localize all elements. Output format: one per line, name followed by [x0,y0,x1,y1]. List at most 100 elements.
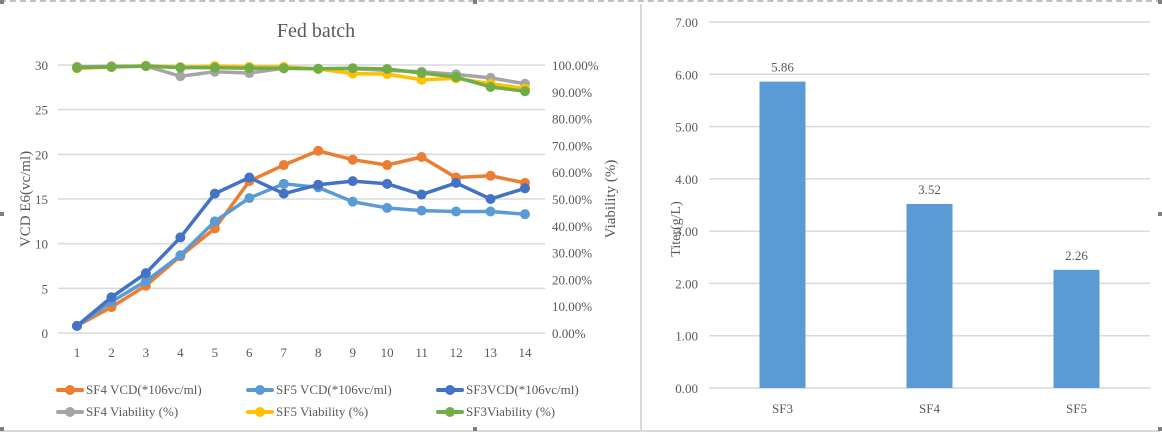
data-label: 3.52 [918,182,941,197]
y2-tick-label: 50.00% [552,192,592,207]
y-tick-label: 5.00 [675,120,698,135]
data-point [175,62,186,73]
titer-chart-panel[interactable]: 0.00 1.00 2.00 3.00 4.00 5.00 6.00 7.00 5.86 3.5… [642,4,1160,432]
data-point [106,61,117,72]
fed-batch-chart-panel[interactable]: Fed batch 0 5 10 15 20 25 30 0.00% 10.00% 20.00%… [0,4,642,432]
x-tick-label: 14 [519,345,533,360]
x-tick-label: 3 [143,345,150,360]
data-point [416,152,427,163]
legend-item[interactable]: SF3Viability (%) [436,404,616,420]
data-point [416,189,427,200]
y-tick-label: 25 [35,103,48,118]
bar-sf5 [1053,269,1100,388]
y2-tick-label: 90.00% [552,85,592,100]
resize-handle[interactable] [0,427,4,431]
data-point [209,188,220,199]
y-tick-label: 7.00 [675,15,698,30]
data-point [520,183,530,194]
data-point [72,62,82,73]
data-point [451,72,462,83]
data-point [278,178,289,189]
y2-tick-label: 70.00% [552,138,592,153]
legend-marker-icon [56,407,84,417]
legend-item[interactable]: SF3VCD(*106vc/ml) [436,382,616,398]
data-point [520,209,530,220]
x-tick-label: SF3 [772,401,793,416]
series-sf4-vcd-106vc-ml [72,145,530,331]
chart-legend: SF4 VCD(*106vc/ml) SF5 VCD(*106vc/ml) SF3V… [56,382,616,420]
legend-item[interactable]: SF4 Viability (%) [56,404,246,420]
data-point [485,81,496,92]
data-point [347,154,358,165]
data-point [140,268,151,279]
resize-handle[interactable] [473,427,477,431]
data-point [382,202,393,213]
legend-label: SF5 VCD(*106vc/ml) [276,382,392,397]
data-point [244,63,255,74]
x-tick-label: 13 [484,345,497,360]
data-point [485,170,496,181]
y-tick-label: 6.00 [675,67,698,82]
legend-item[interactable]: SF5 Viability (%) [246,404,436,420]
data-point [485,194,496,204]
data-point [485,206,496,217]
y-axis-label: Titer(g/L) [669,201,684,257]
legend-item[interactable]: SF4 VCD(*106vc/ml) [56,382,246,398]
resize-handle[interactable] [0,0,4,4]
resize-handle[interactable] [1158,0,1162,4]
data-point [313,179,324,190]
data-point [347,63,358,74]
data-point [244,172,255,183]
x-tick-label: 11 [415,345,428,360]
series-sf3vcd-106vc-ml [72,172,530,331]
series-line [75,182,526,328]
data-point [106,292,117,303]
legend-item[interactable]: SF5 VCD(*106vc/ml) [246,382,436,398]
x-tick-label: 9 [349,345,356,360]
data-point [278,188,289,199]
y-tick-label: 4.00 [675,172,698,187]
x-tick-label: 10 [381,345,394,360]
x-tick-label: 6 [246,345,253,360]
y2-tick-label: 20.00% [552,272,592,287]
y-tick-label: 2.00 [675,276,698,291]
data-point [382,160,393,171]
data-point [140,276,151,287]
y2-tick-label: 100.00% [552,58,599,73]
x-tick-label: 2 [108,345,115,360]
data-point [244,193,255,204]
resize-handle[interactable] [1158,212,1162,216]
y2-tick-label: 60.00% [552,165,592,180]
bar-sf3 [759,81,806,388]
x-tick-label: 7 [281,345,288,360]
legend-label: SF3Viability (%) [466,404,556,419]
data-point [416,68,427,79]
y2-tick-label: 30.00% [552,246,592,261]
data-point [209,62,220,73]
legend-label: SF4 Viability (%) [86,404,179,419]
data-point [347,176,358,187]
y2-tick-label: 10.00% [552,299,592,314]
data-point [416,205,427,216]
series-sf3viability [72,61,530,97]
x-tick-label: 1 [74,345,81,360]
resize-handle[interactable] [0,212,4,216]
data-point [451,206,462,217]
chart-title: Fed batch [277,20,355,42]
bar-sf4 [906,203,953,388]
data-point [382,64,393,75]
legend-marker-icon [436,385,464,395]
data-point [278,160,289,171]
y-tick-label: 30 [35,58,48,73]
y-tick-label: 10 [35,237,48,252]
data-point [313,63,324,74]
legend-marker-icon [436,407,464,417]
resize-handle[interactable] [1158,427,1162,431]
series-sf5-vcd-106vc-ml [72,178,530,331]
x-tick-label: SF4 [919,401,940,416]
resize-handle[interactable] [473,0,477,4]
series-line [76,64,526,94]
data-point [175,71,186,82]
y2-tick-label: 80.00% [552,112,592,127]
